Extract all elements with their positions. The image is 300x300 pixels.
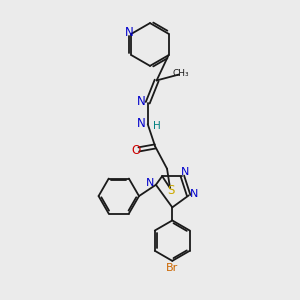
Text: N: N — [125, 26, 134, 39]
Text: N: N — [190, 189, 198, 199]
Text: O: O — [132, 144, 141, 158]
Text: CH₃: CH₃ — [173, 68, 189, 77]
Text: S: S — [167, 184, 175, 197]
Text: N: N — [137, 117, 146, 130]
Text: N: N — [146, 178, 155, 188]
Text: N: N — [181, 167, 189, 177]
Text: Br: Br — [166, 263, 178, 273]
Text: H: H — [153, 121, 160, 130]
Text: N: N — [137, 95, 146, 108]
